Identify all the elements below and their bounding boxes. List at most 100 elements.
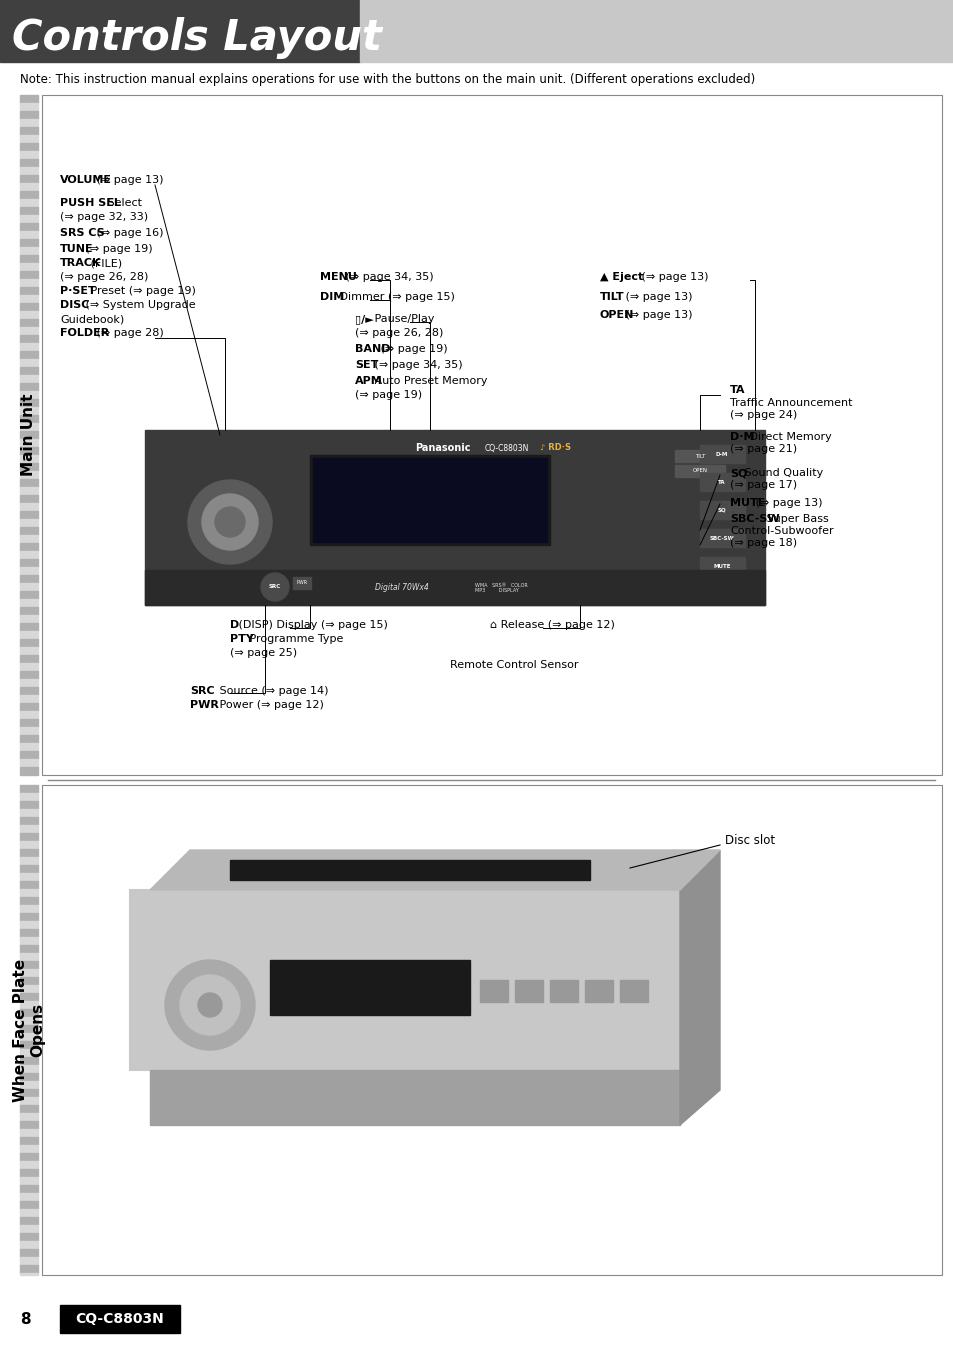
Text: Traffic Announcement: Traffic Announcement <box>729 398 852 408</box>
Bar <box>20 535 38 543</box>
Bar <box>20 679 38 687</box>
Bar <box>0 0 359 62</box>
Bar <box>20 1122 38 1130</box>
Text: APM: APM <box>355 376 382 386</box>
Bar <box>20 1169 38 1177</box>
Bar <box>700 528 744 547</box>
Bar <box>20 503 38 511</box>
Text: TA: TA <box>718 480 725 484</box>
Bar <box>20 214 38 222</box>
Text: Disc slot: Disc slot <box>724 833 774 847</box>
Text: When Face Plate
Opens: When Face Plate Opens <box>12 958 45 1101</box>
Bar <box>20 993 38 1002</box>
Text: (⇒ page 19): (⇒ page 19) <box>376 344 447 355</box>
Text: (⇒ page 16): (⇒ page 16) <box>92 228 163 239</box>
Text: Note: This instruction manual explains operations for use with the buttons on th: Note: This instruction manual explains o… <box>20 74 755 86</box>
Bar <box>20 287 38 295</box>
Bar <box>20 1024 38 1033</box>
Bar <box>145 570 764 605</box>
Text: Sound Quality: Sound Quality <box>740 468 822 479</box>
Text: Super Bass: Super Bass <box>762 514 828 524</box>
Circle shape <box>165 960 254 1050</box>
Bar <box>20 279 38 287</box>
Bar <box>20 1016 38 1024</box>
Bar <box>20 631 38 639</box>
Bar <box>20 527 38 535</box>
Bar <box>20 311 38 319</box>
Bar <box>20 607 38 615</box>
Bar <box>20 1153 38 1161</box>
Bar <box>20 710 38 718</box>
Polygon shape <box>150 851 720 890</box>
Text: Panasonic: Panasonic <box>415 443 470 453</box>
Bar <box>20 175 38 183</box>
Text: PTY: PTY <box>230 634 253 644</box>
Bar <box>20 568 38 576</box>
Bar <box>700 501 744 519</box>
Bar <box>20 551 38 559</box>
Text: SQ: SQ <box>717 507 725 512</box>
Text: Dimmer (⇒ page 15): Dimmer (⇒ page 15) <box>336 293 455 302</box>
Bar <box>20 599 38 607</box>
Bar <box>515 980 542 1002</box>
Bar <box>20 94 38 102</box>
Bar <box>20 1242 38 1250</box>
Bar <box>20 687 38 696</box>
Bar <box>20 1144 38 1153</box>
Bar <box>675 450 724 462</box>
Text: TA: TA <box>729 386 744 395</box>
Bar <box>20 1201 38 1209</box>
Text: TILT: TILT <box>694 453 704 458</box>
Text: Pause/Play: Pause/Play <box>371 314 435 324</box>
Bar <box>20 1177 38 1185</box>
Bar <box>20 1105 38 1113</box>
Bar <box>20 874 38 882</box>
Bar <box>20 623 38 631</box>
Bar <box>20 295 38 303</box>
Text: (⇒ page 28): (⇒ page 28) <box>92 328 164 338</box>
Text: Preset (⇒ page 19): Preset (⇒ page 19) <box>88 286 196 297</box>
Bar <box>20 759 38 767</box>
Text: Power (⇒ page 12): Power (⇒ page 12) <box>215 700 323 710</box>
Bar <box>20 1130 38 1136</box>
Bar <box>20 1089 38 1097</box>
Bar <box>20 647 38 655</box>
Bar <box>20 785 38 793</box>
Bar <box>42 785 941 1275</box>
Bar <box>20 615 38 623</box>
Bar <box>20 415 38 423</box>
Bar <box>20 833 38 841</box>
Text: Programme Type: Programme Type <box>246 634 343 644</box>
Bar <box>270 960 470 1015</box>
Bar <box>20 1010 38 1016</box>
Bar <box>20 888 38 896</box>
Text: Remote Control Sensor: Remote Control Sensor <box>450 661 578 670</box>
Bar <box>20 582 38 590</box>
Bar <box>20 1161 38 1169</box>
Text: (⇒ page 13): (⇒ page 13) <box>621 293 692 302</box>
Text: (⇒ page 24): (⇒ page 24) <box>729 410 797 421</box>
Bar <box>20 1097 38 1105</box>
Text: Source (⇒ page 14): Source (⇒ page 14) <box>215 686 328 696</box>
Bar <box>310 456 550 545</box>
Bar <box>584 980 613 1002</box>
Bar <box>20 1273 38 1275</box>
Bar <box>20 456 38 462</box>
Bar <box>20 336 38 342</box>
Bar <box>20 1185 38 1193</box>
Text: MENU: MENU <box>319 272 356 282</box>
Text: Direct Memory: Direct Memory <box>745 431 831 442</box>
Bar <box>20 119 38 127</box>
Text: (⇒ page 13): (⇒ page 13) <box>92 175 163 185</box>
Text: WMA   SRS®   COLOR
MP3         DISPLAY: WMA SRS® COLOR MP3 DISPLAY <box>475 582 527 593</box>
Bar <box>20 263 38 271</box>
Text: OPEN: OPEN <box>599 310 634 319</box>
Text: CQ-C8803N: CQ-C8803N <box>75 1312 164 1326</box>
Bar <box>20 655 38 663</box>
Bar <box>20 1081 38 1089</box>
Bar <box>20 1225 38 1233</box>
Text: TRACK: TRACK <box>60 257 101 268</box>
Text: ♪ RD·S: ♪ RD·S <box>539 443 571 453</box>
Bar <box>20 1113 38 1122</box>
Bar <box>20 350 38 359</box>
